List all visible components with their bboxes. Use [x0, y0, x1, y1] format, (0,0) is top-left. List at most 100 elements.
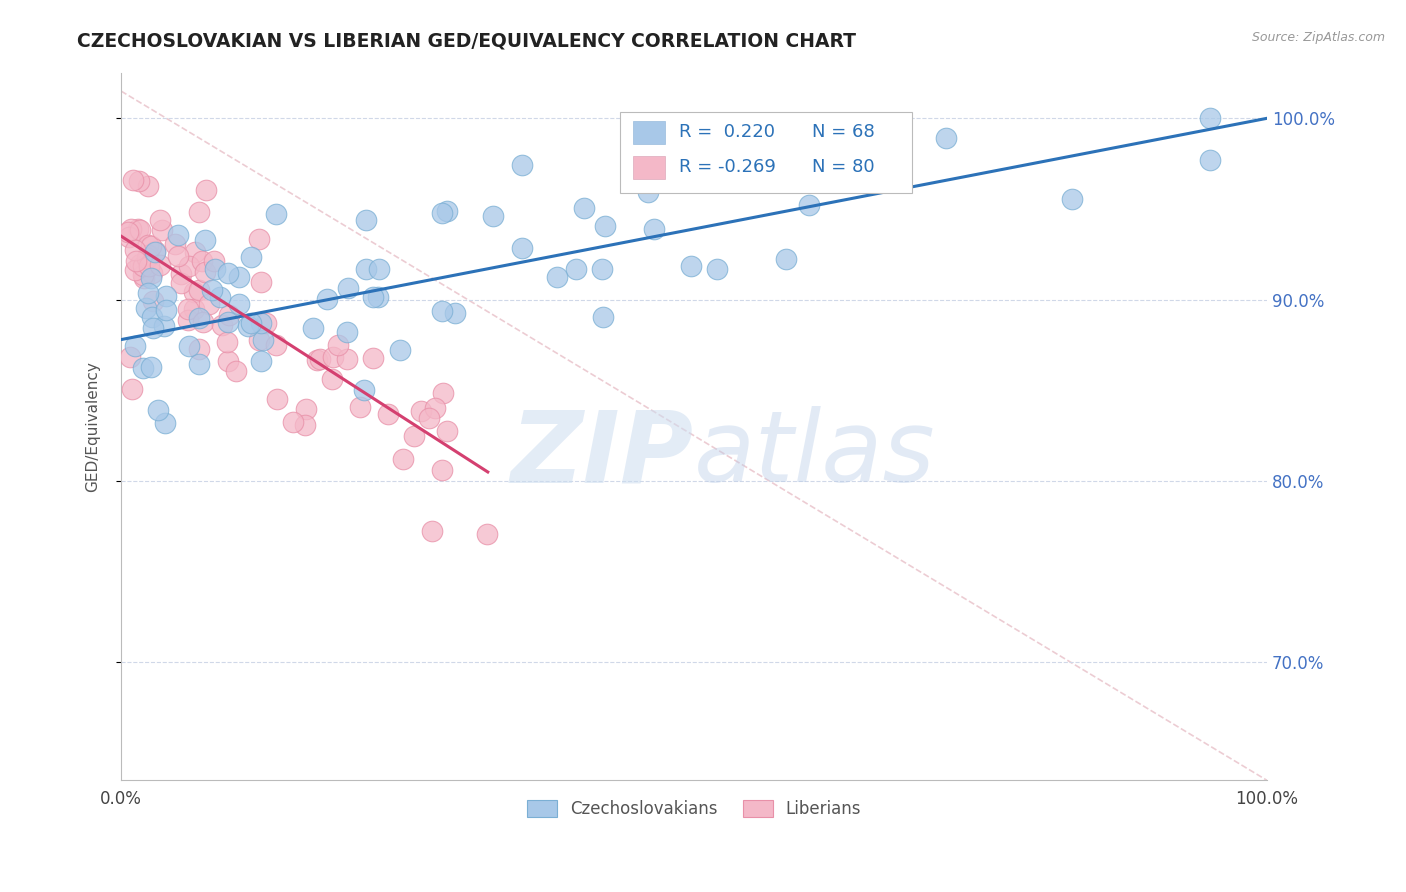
- Point: [510, 241, 533, 255]
- Point: [163, 236, 186, 251]
- Point: [177, 302, 200, 317]
- Point: [392, 452, 415, 467]
- Point: [142, 321, 165, 335]
- Point: [188, 283, 211, 297]
- Point: [155, 289, 177, 303]
- Point: [177, 313, 200, 327]
- Point: [592, 310, 614, 324]
- Point: [404, 429, 426, 443]
- Point: [546, 269, 568, 284]
- Point: [211, 318, 233, 333]
- Point: [135, 301, 157, 316]
- Point: [132, 259, 155, 273]
- Point: [637, 186, 659, 200]
- Legend: Czechoslovakians, Liberians: Czechoslovakians, Liberians: [520, 794, 868, 825]
- Point: [139, 270, 162, 285]
- Text: Source: ZipAtlas.com: Source: ZipAtlas.com: [1251, 31, 1385, 45]
- Point: [167, 249, 190, 263]
- Point: [139, 239, 162, 253]
- Point: [118, 351, 141, 365]
- Point: [191, 254, 214, 268]
- Point: [264, 207, 287, 221]
- Point: [336, 325, 359, 339]
- Point: [215, 335, 238, 350]
- Point: [204, 261, 226, 276]
- Point: [361, 290, 384, 304]
- Point: [121, 173, 143, 187]
- FancyBboxPatch shape: [633, 156, 665, 179]
- Point: [389, 343, 412, 358]
- Point: [238, 318, 260, 333]
- Point: [194, 233, 217, 247]
- Point: [124, 339, 146, 353]
- Point: [264, 338, 287, 352]
- Point: [316, 293, 339, 307]
- Point: [326, 338, 349, 352]
- Point: [132, 271, 155, 285]
- Point: [510, 158, 533, 172]
- Point: [177, 338, 200, 352]
- Text: N = 68: N = 68: [813, 123, 875, 141]
- Point: [128, 257, 150, 271]
- Point: [409, 404, 432, 418]
- Point: [321, 372, 343, 386]
- Point: [153, 417, 176, 431]
- Point: [308, 351, 330, 366]
- Point: [294, 418, 316, 433]
- Point: [124, 263, 146, 277]
- Point: [418, 411, 440, 425]
- Point: [153, 318, 176, 333]
- Point: [353, 383, 375, 397]
- Point: [217, 266, 239, 280]
- Point: [354, 213, 377, 227]
- Point: [252, 333, 274, 347]
- Point: [218, 309, 240, 323]
- Point: [595, 219, 617, 234]
- Point: [591, 261, 613, 276]
- Point: [124, 243, 146, 257]
- Point: [572, 201, 595, 215]
- Point: [436, 424, 458, 438]
- Point: [444, 306, 467, 320]
- Point: [475, 527, 498, 541]
- Point: [247, 333, 270, 347]
- Point: [250, 275, 273, 289]
- Point: [706, 261, 728, 276]
- Point: [128, 174, 150, 188]
- Point: [197, 297, 219, 311]
- Point: [430, 205, 453, 219]
- Point: [775, 252, 797, 266]
- Point: [430, 463, 453, 477]
- Text: N = 80: N = 80: [813, 158, 875, 176]
- Point: [138, 259, 160, 273]
- Point: [149, 213, 172, 227]
- Point: [188, 357, 211, 371]
- Point: [136, 247, 159, 261]
- Point: [564, 262, 586, 277]
- Point: [141, 266, 163, 280]
- Point: [228, 270, 250, 285]
- Point: [679, 259, 702, 273]
- Point: [195, 183, 218, 197]
- Point: [136, 179, 159, 194]
- Point: [143, 244, 166, 259]
- Point: [302, 320, 325, 334]
- Point: [141, 310, 163, 324]
- Point: [191, 315, 214, 329]
- FancyBboxPatch shape: [633, 121, 665, 144]
- Point: [423, 401, 446, 415]
- Point: [250, 354, 273, 368]
- Point: [169, 277, 191, 291]
- Point: [349, 401, 371, 415]
- Point: [136, 285, 159, 300]
- Point: [155, 302, 177, 317]
- Point: [935, 131, 957, 145]
- Point: [367, 290, 389, 304]
- Point: [149, 258, 172, 272]
- Point: [194, 265, 217, 279]
- Point: [183, 285, 205, 299]
- Y-axis label: GED/Equivalency: GED/Equivalency: [86, 361, 100, 492]
- Text: ZIP: ZIP: [510, 407, 695, 503]
- Point: [356, 262, 378, 277]
- Point: [177, 260, 200, 274]
